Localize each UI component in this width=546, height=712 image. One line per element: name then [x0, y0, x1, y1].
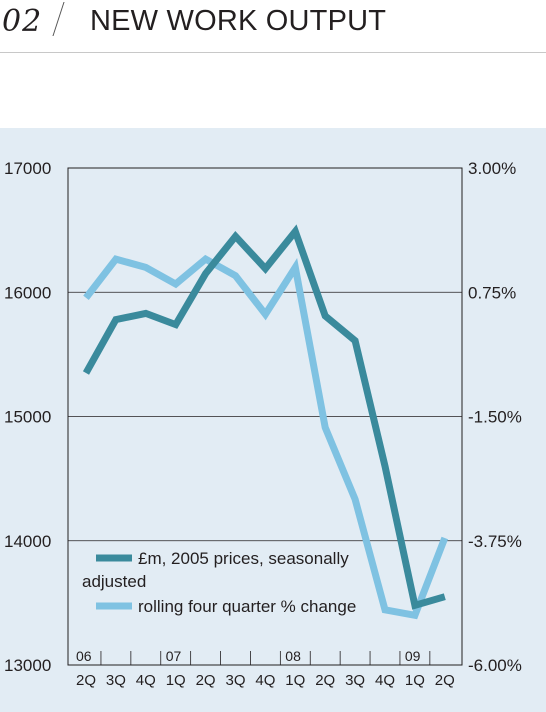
- section-header: 02 NEW WORK OUTPUT: [0, 0, 546, 53]
- page-title: NEW WORK OUTPUT: [90, 5, 387, 37]
- legend-label-percent-change: rolling four quarter % change: [138, 597, 356, 616]
- x-axis-tick-label: 1Q: [166, 672, 186, 689]
- section-number: 02: [2, 4, 43, 39]
- right-axis-tick-label: -3.75%: [468, 532, 522, 551]
- series-line-value: [82, 224, 446, 610]
- x-axis-tick-label: 4Q: [375, 672, 395, 689]
- left-axis-tick-label: 16000: [4, 283, 51, 302]
- x-axis-tick-label: 3Q: [225, 672, 245, 689]
- right-axis-tick-label: 0.75%: [468, 283, 516, 302]
- legend-label-value-line1: £m, 2005 prices, seasonally: [138, 549, 349, 568]
- x-axis-tick-label: 2Q: [76, 672, 96, 689]
- year-label: 09: [405, 648, 421, 664]
- x-axis-tick-label: 4Q: [255, 672, 275, 689]
- right-axis-tick-label: 3.00%: [468, 159, 516, 178]
- right-axis-tick-label: -1.50%: [468, 408, 522, 427]
- legend-label-value-line2: adjusted: [82, 572, 146, 591]
- year-label: 08: [285, 648, 301, 664]
- x-axis-tick-label: 3Q: [345, 672, 365, 689]
- x-axis-tick-label: 1Q: [405, 672, 425, 689]
- x-axis-tick-label: 2Q: [196, 672, 216, 689]
- x-axis-tick-label: 3Q: [106, 672, 126, 689]
- x-axis-tick-label: 4Q: [136, 672, 156, 689]
- left-axis-tick-label: 15000: [4, 408, 51, 427]
- series-line-percent-change: [83, 254, 449, 620]
- left-axis-tick-label: 13000: [4, 656, 51, 675]
- x-axis-tick-label: 1Q: [285, 672, 305, 689]
- chart-background: [0, 128, 546, 712]
- right-axis-tick-label: -6.00%: [468, 656, 522, 675]
- x-axis-tick-label: 2Q: [315, 672, 335, 689]
- year-label: 07: [166, 648, 182, 664]
- left-axis-tick-label: 17000: [4, 159, 51, 178]
- left-axis-tick-label: 14000: [4, 532, 51, 551]
- x-axis-tick-label: 2Q: [435, 672, 455, 689]
- year-label: 06: [76, 648, 92, 664]
